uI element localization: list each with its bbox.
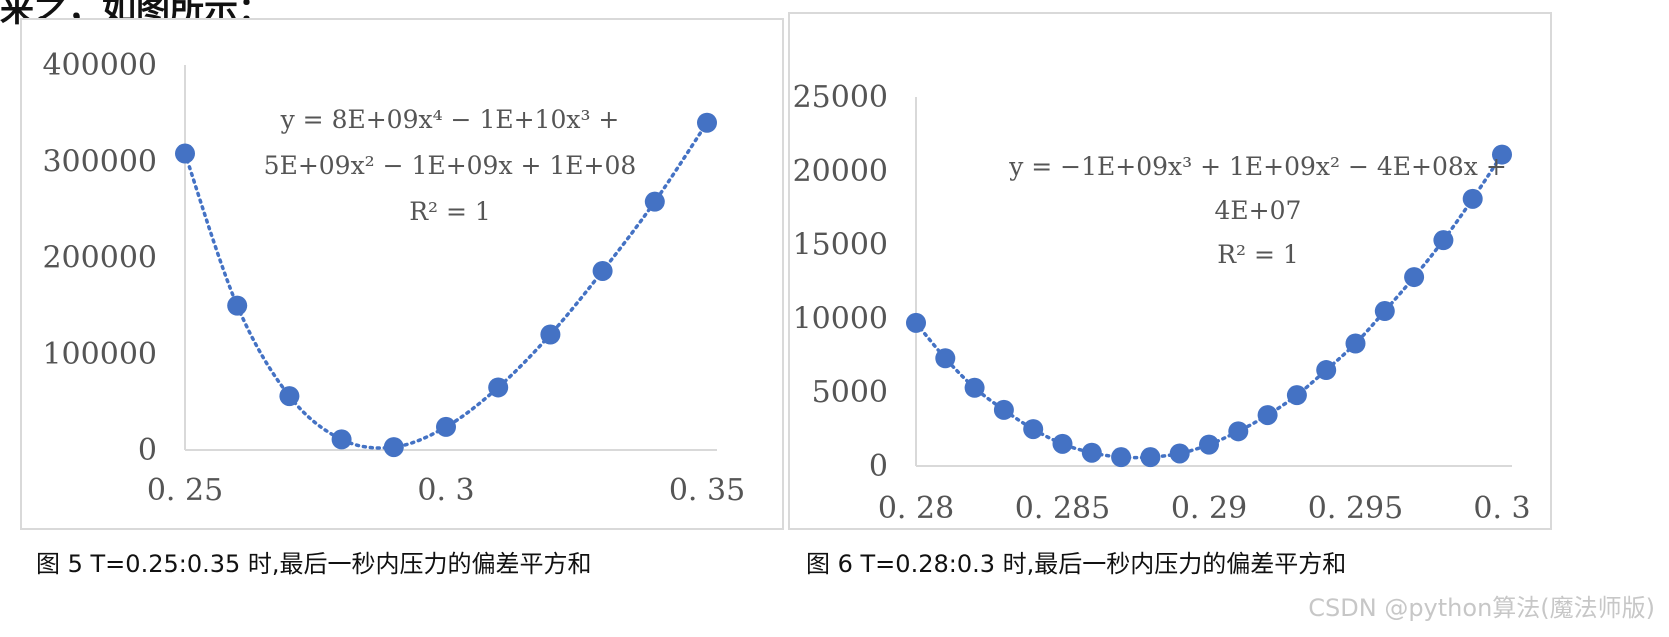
y-tick-label: 5000 bbox=[812, 375, 888, 410]
data-point bbox=[1433, 230, 1454, 251]
x-tick-label: 0. 285 bbox=[1015, 491, 1110, 526]
data-point bbox=[1169, 443, 1190, 464]
y-tick-label: 20000 bbox=[793, 154, 888, 189]
trendline-equation: R² = 1 bbox=[409, 197, 491, 226]
chart-panel-fig6: 0 5000 10000 15000 20000 25000 0. 28 0. 285 0. 2… bbox=[788, 12, 1552, 530]
y-tick-label: 100000 bbox=[42, 337, 157, 372]
x-tick-label: 0. 29 bbox=[1171, 491, 1247, 526]
data-point bbox=[1140, 447, 1161, 468]
data-point bbox=[227, 295, 248, 316]
data-point bbox=[1111, 447, 1132, 468]
data-point bbox=[935, 348, 956, 369]
data-point bbox=[697, 112, 717, 133]
data-point bbox=[906, 312, 926, 333]
data-point bbox=[1316, 360, 1337, 381]
y-tick-label: 10000 bbox=[793, 301, 888, 336]
data-point bbox=[1345, 333, 1366, 354]
trendline-equation: 5E+09x² − 1E+09x + 1E+08 bbox=[264, 151, 637, 180]
data-point bbox=[1257, 405, 1278, 426]
chart-panel-fig5: 0 100000 200000 300000 400000 0. 25 0. 3 0. 35 y… bbox=[20, 18, 784, 530]
trendline-equation: y = 8E+09x⁴ − 1E+10x³ + bbox=[280, 105, 620, 134]
data-point bbox=[1023, 419, 1044, 440]
data-point bbox=[175, 143, 195, 164]
x-tick-label: 0. 28 bbox=[878, 491, 954, 526]
x-tick-label: 0. 3 bbox=[417, 473, 474, 508]
x-tick-label: 0. 35 bbox=[669, 473, 745, 508]
y-tick-label: 15000 bbox=[793, 228, 888, 263]
data-point bbox=[1199, 434, 1219, 455]
watermark: CSDN @python算法(魔法师版) bbox=[1308, 594, 1655, 622]
data-point bbox=[279, 386, 300, 407]
y-tick-label: 400000 bbox=[42, 48, 157, 83]
trendline-equation: y = −1E+09x³ + 1E+09x² − 4E+08x + bbox=[1008, 152, 1507, 181]
data-point bbox=[488, 377, 509, 398]
data-point bbox=[592, 260, 613, 281]
chart-fig6: 0 5000 10000 15000 20000 25000 0. 28 0. 285 0. 2… bbox=[793, 80, 1531, 526]
data-point bbox=[644, 191, 665, 212]
trendline-equation: 4E+07 bbox=[1215, 196, 1302, 225]
data-point bbox=[1462, 188, 1483, 209]
y-tick-label: 25000 bbox=[793, 80, 888, 115]
data-point bbox=[1404, 267, 1425, 288]
data-point bbox=[1374, 301, 1395, 322]
x-tick-label: 0. 295 bbox=[1308, 491, 1403, 526]
data-point bbox=[1286, 385, 1307, 406]
caption-fig5: 图 5 T=0.25:0.35 时,最后一秒内压力的偏差平方和 bbox=[36, 550, 592, 578]
data-point bbox=[436, 416, 456, 437]
data-point bbox=[1081, 442, 1102, 463]
data-point bbox=[1228, 421, 1249, 442]
data-point bbox=[540, 324, 561, 345]
data-point bbox=[1492, 144, 1512, 165]
y-tick-label: 300000 bbox=[42, 144, 157, 179]
trendline-equation: R² = 1 bbox=[1217, 240, 1299, 269]
y-tick-label: 200000 bbox=[42, 241, 157, 276]
caption-fig6: 图 6 T=0.28:0.3 时,最后一秒内压力的偏差平方和 bbox=[806, 550, 1347, 578]
data-point bbox=[964, 377, 985, 398]
y-tick-label: 0 bbox=[869, 449, 888, 484]
x-tick-label: 0. 3 bbox=[1473, 491, 1530, 526]
data-point bbox=[383, 437, 404, 458]
data-point bbox=[993, 399, 1014, 420]
data-point bbox=[1052, 433, 1073, 454]
chart-fig5: 0 100000 200000 300000 400000 0. 25 0. 3 0. 35 y… bbox=[42, 48, 745, 508]
y-tick-label: 0 bbox=[138, 433, 157, 468]
data-point bbox=[331, 429, 352, 450]
x-tick-label: 0. 25 bbox=[147, 473, 223, 508]
